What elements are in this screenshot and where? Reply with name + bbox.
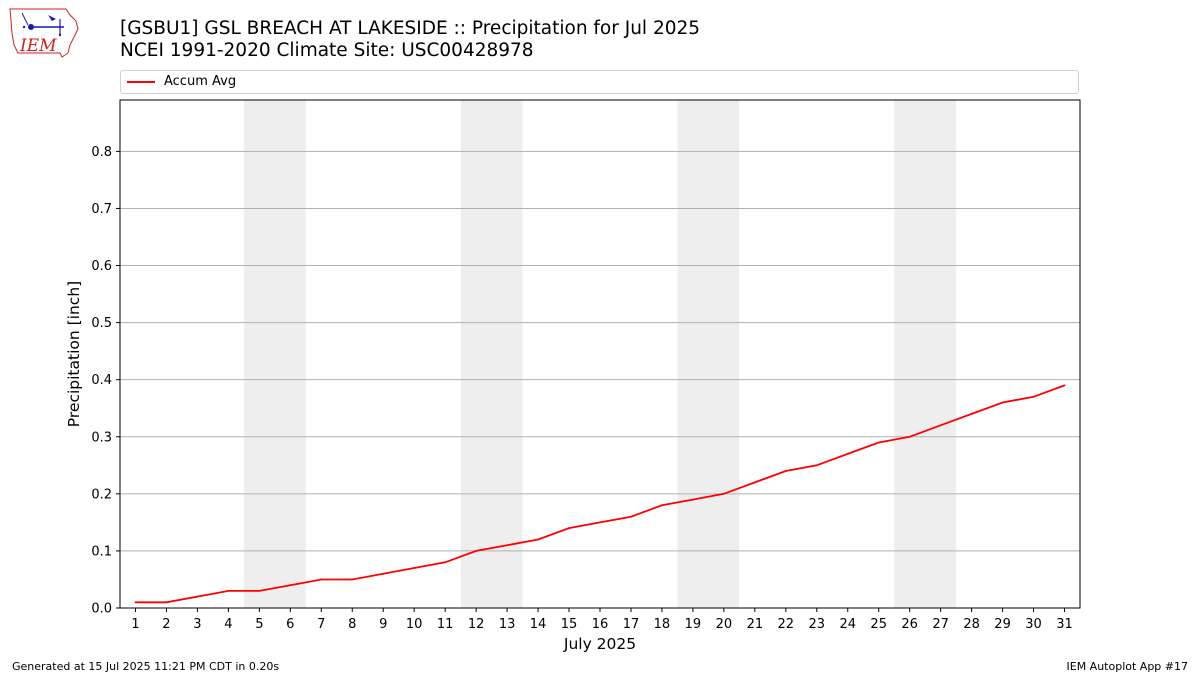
xtick-label-11: 12 bbox=[468, 617, 485, 632]
xtick-label-30: 31 bbox=[1056, 617, 1073, 632]
data-point-31 bbox=[1063, 384, 1066, 387]
title-line-1: [GSBU1] GSL BREACH AT LAKESIDE :: Precip… bbox=[120, 18, 701, 39]
data-point-9 bbox=[382, 572, 385, 575]
data-point-23 bbox=[815, 464, 818, 467]
xtick-label-5: 6 bbox=[286, 617, 294, 632]
data-point-17 bbox=[630, 515, 632, 518]
data-point-13 bbox=[506, 544, 508, 547]
xtick-label-0: 1 bbox=[131, 617, 139, 632]
xtick-label-29: 30 bbox=[1025, 617, 1042, 632]
data-point-4 bbox=[227, 589, 230, 592]
ytick-label-2: 0.2 bbox=[91, 487, 112, 502]
weekend-band-1 bbox=[460, 100, 523, 608]
ytick-label-1: 0.1 bbox=[91, 544, 112, 559]
data-point-1 bbox=[134, 601, 137, 604]
xtick-label-22: 23 bbox=[809, 617, 826, 632]
data-point-10 bbox=[413, 567, 416, 569]
xtick-label-13: 14 bbox=[530, 617, 547, 632]
xtick-label-2: 3 bbox=[193, 617, 201, 632]
data-point-15 bbox=[568, 527, 570, 529]
ytick-label-0: 0.0 bbox=[91, 602, 112, 617]
data-point-3 bbox=[196, 595, 199, 598]
xtick-label-8: 9 bbox=[379, 617, 387, 632]
data-point-22 bbox=[784, 470, 787, 472]
legend-swatch-accum-avg bbox=[127, 81, 155, 83]
xtick-label-20: 21 bbox=[747, 617, 764, 632]
x-axis-label: July 2025 bbox=[563, 635, 636, 653]
xtick-label-3: 4 bbox=[224, 617, 232, 632]
logo-text: IEM bbox=[19, 36, 57, 56]
xtick-label-9: 10 bbox=[406, 617, 423, 632]
data-point-21 bbox=[753, 481, 756, 484]
data-point-25 bbox=[877, 441, 880, 444]
data-point-14 bbox=[537, 538, 539, 541]
data-point-11 bbox=[444, 561, 447, 564]
title-line-2: NCEI 1991-2020 Climate Site: USC00428978 bbox=[120, 40, 534, 61]
xtick-label-12: 13 bbox=[499, 617, 516, 632]
xtick-label-10: 11 bbox=[437, 617, 454, 632]
xtick-label-16: 17 bbox=[623, 617, 640, 632]
xtick-label-23: 24 bbox=[839, 617, 856, 632]
chart-title: [GSBU1] GSL BREACH AT LAKESIDE :: Precip… bbox=[120, 18, 700, 62]
xtick-label-24: 25 bbox=[870, 617, 887, 632]
data-point-6 bbox=[289, 584, 292, 587]
data-point-12 bbox=[475, 550, 478, 552]
xtick-label-6: 7 bbox=[317, 617, 325, 632]
data-point-28 bbox=[970, 413, 973, 415]
data-point-5 bbox=[258, 589, 261, 592]
xtick-label-1: 2 bbox=[162, 617, 170, 632]
data-point-27 bbox=[939, 424, 942, 427]
weekend-band-3 bbox=[894, 100, 957, 608]
weekend-band-2 bbox=[677, 100, 740, 608]
generated-timestamp: Generated at 15 Jul 2025 11:21 PM CDT in… bbox=[12, 660, 280, 673]
data-point-16 bbox=[599, 521, 601, 524]
ytick-label-4: 0.4 bbox=[91, 373, 112, 388]
iowa-outline-icon bbox=[9, 8, 79, 58]
xtick-label-4: 5 bbox=[255, 617, 263, 632]
ytick-label-8: 0.8 bbox=[91, 145, 112, 160]
xtick-label-21: 22 bbox=[778, 617, 795, 632]
ytick-label-5: 0.5 bbox=[91, 316, 112, 331]
data-point-8 bbox=[351, 578, 354, 581]
weekend-band-0 bbox=[243, 100, 306, 608]
ytick-label-6: 0.6 bbox=[91, 259, 112, 274]
data-point-26 bbox=[908, 435, 911, 438]
data-point-29 bbox=[1001, 401, 1004, 404]
xtick-label-25: 26 bbox=[901, 617, 918, 632]
xtick-label-26: 27 bbox=[932, 617, 949, 632]
xtick-label-27: 28 bbox=[963, 617, 980, 632]
iem-logo: IEM bbox=[9, 8, 79, 58]
data-point-20 bbox=[722, 492, 725, 495]
xtick-label-17: 18 bbox=[654, 617, 671, 632]
xtick-label-7: 8 bbox=[348, 617, 356, 632]
legend: Accum Avg bbox=[120, 70, 1079, 94]
data-point-7 bbox=[320, 578, 323, 581]
ytick-label-3: 0.3 bbox=[91, 430, 112, 445]
xtick-label-18: 19 bbox=[685, 617, 702, 632]
plot-frame bbox=[119, 99, 1081, 609]
app-label: IEM Autoplot App #17 bbox=[1066, 660, 1189, 673]
data-point-24 bbox=[846, 452, 849, 455]
y-axis-label: Precipitation [inch] bbox=[65, 281, 83, 427]
legend-label-accum-avg: Accum Avg bbox=[164, 74, 237, 89]
ytick-label-7: 0.7 bbox=[91, 202, 112, 217]
xtick-label-19: 20 bbox=[716, 617, 733, 632]
data-point-19 bbox=[692, 498, 694, 501]
xtick-label-14: 15 bbox=[561, 617, 578, 632]
data-point-2 bbox=[165, 601, 168, 604]
data-point-30 bbox=[1032, 395, 1035, 398]
xtick-label-15: 16 bbox=[592, 617, 609, 632]
xtick-label-28: 29 bbox=[994, 617, 1011, 632]
data-point-18 bbox=[661, 504, 663, 507]
